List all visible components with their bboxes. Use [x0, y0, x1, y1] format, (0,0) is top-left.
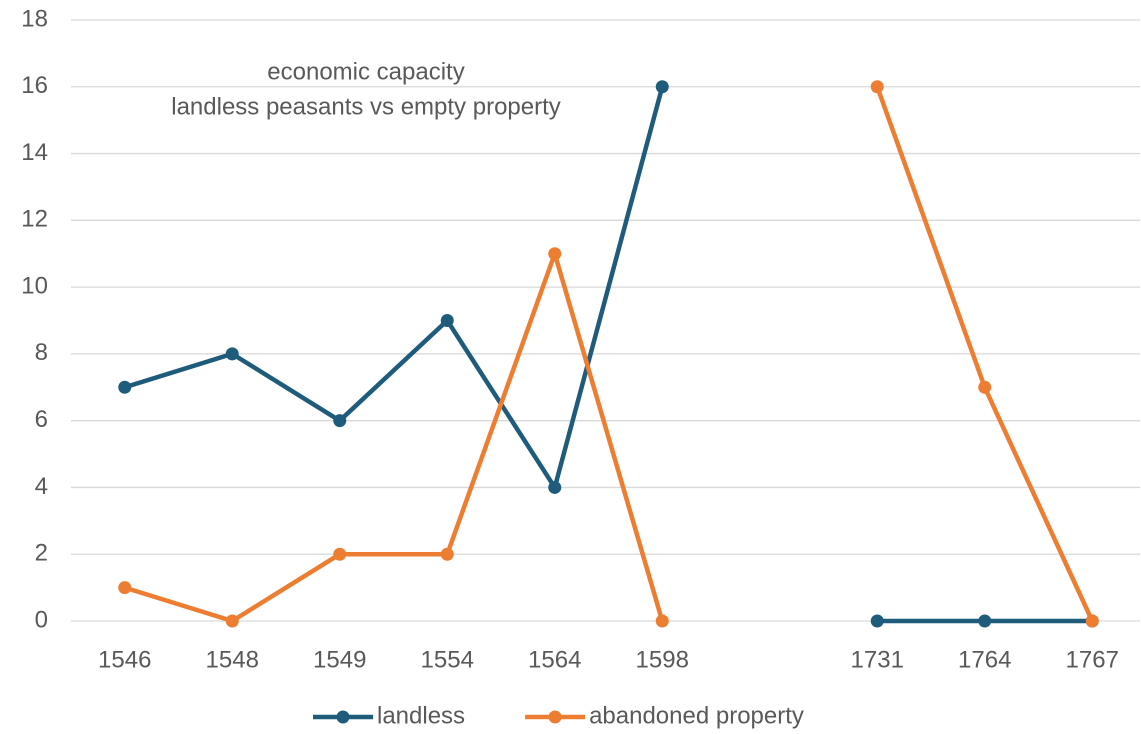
legend-marker	[336, 710, 350, 724]
data-point	[440, 314, 454, 327]
chart-title: economic capacity	[267, 58, 464, 85]
data-point	[978, 380, 992, 394]
x-tick-label: 1549	[313, 646, 366, 673]
y-tick-label: 4	[35, 473, 48, 500]
y-tick-label: 18	[21, 5, 48, 32]
x-tick-label: 1598	[636, 646, 689, 673]
x-tick-label: 1546	[98, 646, 151, 673]
data-point	[225, 347, 239, 361]
data-point	[440, 547, 454, 561]
data-point	[655, 80, 669, 94]
data-point	[978, 614, 992, 628]
y-tick-label: 8	[35, 339, 48, 366]
data-point	[118, 581, 132, 595]
data-point	[225, 614, 239, 628]
y-tick-label: 2	[35, 540, 48, 567]
data-point	[548, 247, 562, 261]
y-tick-label: 16	[21, 72, 48, 99]
y-tick-label: 0	[35, 606, 48, 633]
y-tick-label: 6	[35, 406, 48, 433]
data-point	[870, 614, 884, 628]
x-tick-label: 1731	[851, 646, 904, 673]
legend-label: abandoned property	[589, 702, 804, 729]
legend-label: landless	[377, 702, 465, 729]
data-point	[333, 414, 347, 428]
chart-subtitle: landless peasants vs empty property	[171, 93, 561, 120]
data-point	[1085, 614, 1099, 628]
data-point	[118, 380, 132, 394]
y-tick-label: 14	[21, 139, 48, 166]
x-tick-label: 1764	[958, 646, 1011, 673]
data-point	[655, 614, 669, 628]
x-tick-label: 1548	[206, 646, 259, 673]
data-point	[548, 480, 562, 494]
x-tick-label: 1554	[421, 646, 474, 673]
y-tick-label: 12	[21, 206, 48, 233]
x-tick-label: 1767	[1066, 646, 1119, 673]
x-tick-label: 1564	[528, 646, 581, 673]
data-point	[870, 80, 884, 94]
y-tick-label: 10	[21, 272, 48, 299]
data-point	[333, 547, 347, 561]
legend-marker	[548, 710, 562, 724]
